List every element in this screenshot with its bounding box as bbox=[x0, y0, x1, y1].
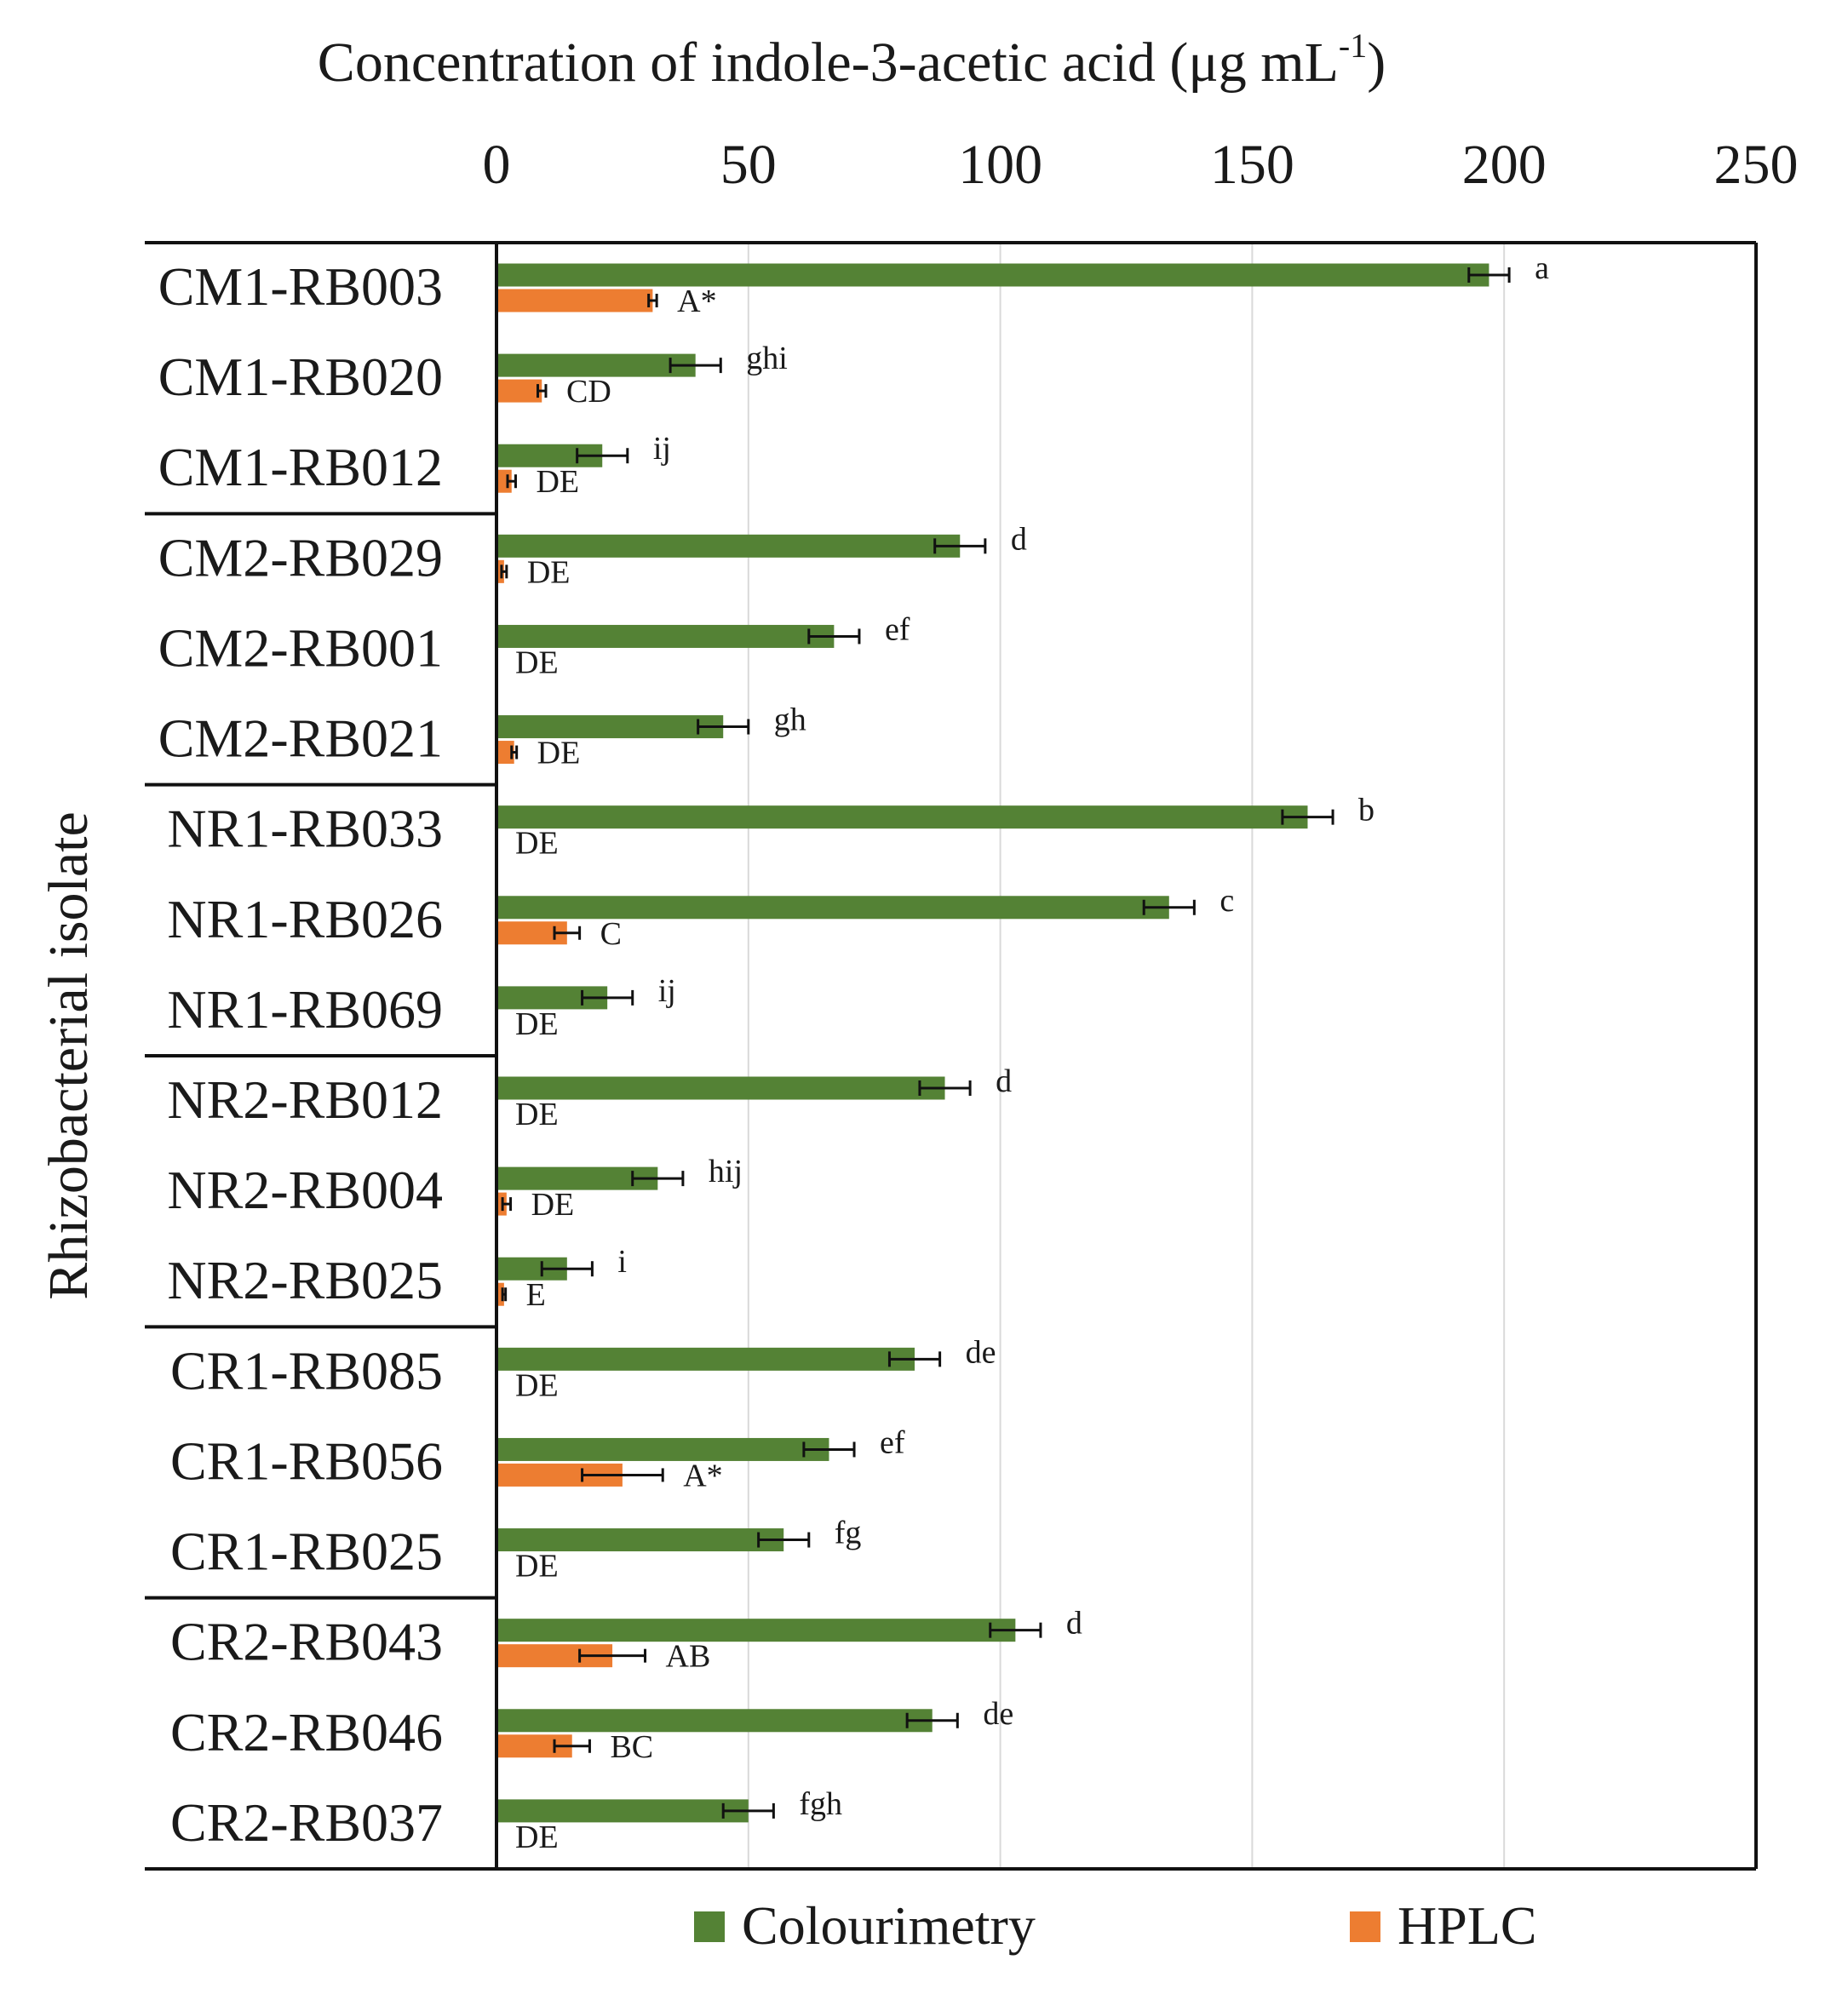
category-label: CR2-RB043 bbox=[170, 1612, 443, 1672]
x-tick-label: 200 bbox=[1462, 134, 1547, 196]
x-axis-title-main: Concentration of indole-3-acetic acid (μ… bbox=[318, 32, 1339, 94]
colourimetry-significance-label: ij bbox=[658, 973, 676, 1009]
colourimetry-significance-label: a bbox=[1535, 250, 1549, 286]
y-axis-title: Rhizobacterial isolate bbox=[37, 811, 100, 1300]
hplc-significance-label: DE bbox=[515, 826, 559, 862]
hplc-bar bbox=[496, 379, 542, 403]
x-tick-label: 0 bbox=[483, 134, 511, 196]
colourimetry-significance-label: fgh bbox=[799, 1786, 842, 1822]
colourimetry-bar bbox=[496, 353, 696, 377]
colourimetry-significance-label: de bbox=[983, 1696, 1013, 1732]
hplc-significance-label: DE bbox=[515, 645, 559, 680]
x-tick-label: 50 bbox=[720, 134, 777, 196]
colourimetry-significance-label: d bbox=[1066, 1606, 1082, 1642]
colourimetry-significance-label: ghi bbox=[746, 341, 788, 376]
colourimetry-significance-label: ij bbox=[653, 431, 671, 467]
legend-label: Colourimetry bbox=[742, 1895, 1036, 1956]
significance-labels: a A* ghi CD ij DE d DE ef DE gh DE b DE c Cij DE d DE hij DE… bbox=[515, 250, 1549, 1855]
category-label: CR1-RB025 bbox=[170, 1521, 443, 1582]
hplc-significance-label: A* bbox=[677, 284, 716, 319]
colourimetry-bar bbox=[496, 1619, 1016, 1642]
x-tick-label: 250 bbox=[1714, 134, 1799, 196]
hplc-significance-label: DE bbox=[515, 1006, 559, 1042]
colourimetry-significance-label: c bbox=[1220, 883, 1234, 919]
colourimetry-significance-label: gh bbox=[774, 702, 806, 738]
colourimetry-bar bbox=[496, 715, 724, 739]
hplc-significance-label: A* bbox=[683, 1458, 722, 1493]
x-tick-labels: 0 50 100 150 200 250 bbox=[483, 134, 1799, 196]
category-label: NR2-RB004 bbox=[167, 1160, 443, 1220]
hplc-significance-label: DE bbox=[537, 736, 581, 771]
x-axis-title-suffix: ) bbox=[1367, 32, 1386, 94]
hplc-bar bbox=[496, 741, 514, 765]
colourimetry-significance-label: ef bbox=[885, 611, 910, 647]
category-labels: CM1-RB003 CM1-RB020 CM1-RB012 CM2-RB029 CM2-… bbox=[158, 256, 443, 1853]
colourimetry-bar bbox=[496, 1799, 749, 1823]
colourimetry-significance-label: fg bbox=[835, 1516, 862, 1551]
colourimetry-significance-label: b bbox=[1358, 793, 1375, 828]
hplc-significance-label: DE bbox=[515, 1819, 559, 1855]
colourimetry-significance-label: de bbox=[966, 1334, 996, 1370]
colourimetry-bar bbox=[496, 1528, 784, 1552]
colourimetry-bar bbox=[496, 896, 1169, 920]
colourimetry-bar bbox=[496, 1437, 829, 1461]
legend: Colourimetry HPLC bbox=[694, 1895, 1537, 1956]
colourimetry-bar bbox=[496, 1347, 915, 1371]
error-bars bbox=[500, 267, 1511, 1819]
category-label: CR2-RB046 bbox=[170, 1702, 443, 1762]
hplc-bar bbox=[496, 289, 653, 312]
hplc-significance-label: CD bbox=[566, 374, 611, 410]
hplc-significance-label: AB bbox=[666, 1639, 711, 1675]
category-label: CM2-RB021 bbox=[158, 708, 443, 769]
x-axis-title-superscript: -1 bbox=[1339, 26, 1367, 65]
grid-lines bbox=[747, 243, 1506, 1869]
x-tick-label: 100 bbox=[958, 134, 1042, 196]
category-label: CM1-RB020 bbox=[158, 347, 443, 407]
hplc-significance-label: DE bbox=[515, 1549, 559, 1585]
x-tick-label: 150 bbox=[1210, 134, 1294, 196]
category-label: CM2-RB029 bbox=[158, 527, 443, 587]
category-label: NR1-RB069 bbox=[167, 979, 443, 1040]
hplc-significance-label: DE bbox=[515, 1367, 559, 1403]
hplc-significance-label: BC bbox=[610, 1729, 653, 1765]
bars bbox=[496, 263, 1489, 1823]
category-label: CM2-RB001 bbox=[158, 617, 443, 678]
colourimetry-bar bbox=[496, 263, 1489, 287]
colourimetry-bar bbox=[496, 805, 1308, 829]
legend-swatch bbox=[694, 1911, 725, 1942]
category-label: CR2-RB037 bbox=[170, 1792, 443, 1853]
hplc-significance-label: DE bbox=[515, 1097, 559, 1132]
hplc-bar bbox=[496, 1282, 504, 1306]
category-label: CR1-RB085 bbox=[170, 1340, 443, 1401]
hplc-significance-label: DE bbox=[527, 554, 571, 590]
colourimetry-bar bbox=[496, 1076, 945, 1100]
colourimetry-bar bbox=[496, 624, 835, 648]
category-label: CR1-RB056 bbox=[170, 1430, 443, 1491]
legend-label: HPLC bbox=[1397, 1895, 1537, 1956]
colourimetry-significance-label: d bbox=[1011, 521, 1027, 557]
x-axis-title: Concentration of indole-3-acetic acid (μ… bbox=[318, 26, 1386, 94]
category-label: NR1-RB033 bbox=[167, 799, 443, 859]
colourimetry-significance-label: d bbox=[996, 1063, 1012, 1099]
hplc-significance-label: DE bbox=[536, 464, 579, 500]
colourimetry-significance-label: hij bbox=[709, 1154, 743, 1189]
colourimetry-significance-label: ef bbox=[880, 1424, 905, 1460]
category-label: CM1-RB003 bbox=[158, 256, 443, 317]
category-label: NR2-RB012 bbox=[167, 1069, 443, 1130]
hplc-significance-label: E bbox=[526, 1277, 546, 1313]
category-label: CM1-RB012 bbox=[158, 437, 443, 497]
colourimetry-bar bbox=[496, 534, 961, 558]
category-label: NR1-RB026 bbox=[167, 889, 443, 949]
hplc-significance-label: DE bbox=[531, 1187, 575, 1223]
plot-frame bbox=[145, 241, 1758, 1871]
colourimetry-bar bbox=[496, 1166, 658, 1190]
hplc-significance-label: C bbox=[600, 916, 622, 952]
legend-swatch bbox=[1350, 1911, 1380, 1942]
colourimetry-significance-label: i bbox=[617, 1244, 627, 1280]
category-label: NR2-RB025 bbox=[167, 1250, 443, 1310]
colourimetry-bar bbox=[496, 1709, 933, 1733]
